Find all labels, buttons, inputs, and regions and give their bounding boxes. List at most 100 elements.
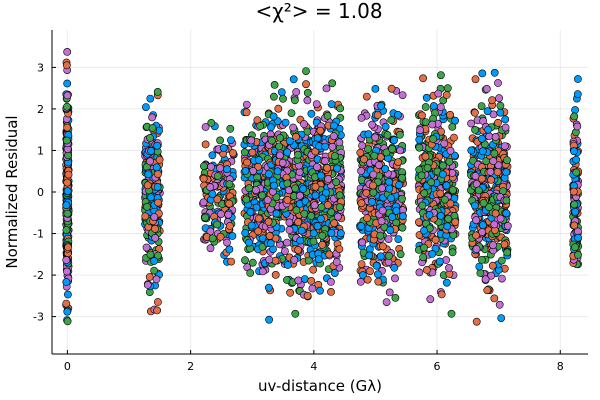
scatter-point	[143, 202, 151, 211]
scatter-point	[276, 133, 284, 142]
scatter-point	[307, 109, 316, 118]
y-tick-label: 0	[37, 186, 44, 199]
scatter-point	[570, 200, 579, 209]
scatter-point	[330, 152, 339, 160]
scatter-point	[208, 234, 217, 243]
scatter-point	[390, 263, 399, 272]
scatter-point	[371, 85, 380, 93]
scatter-point	[199, 162, 208, 171]
scatter-point	[385, 177, 393, 186]
scatter-point	[398, 194, 406, 203]
scatter-point	[229, 149, 237, 157]
scatter-point	[151, 233, 160, 242]
scatter-point	[146, 157, 154, 166]
scatter-point	[264, 283, 273, 292]
scatter-point	[291, 309, 300, 318]
scatter-point	[63, 187, 72, 196]
scatter-point	[199, 174, 208, 183]
scatter-point	[294, 218, 303, 226]
scatter-point	[63, 102, 71, 111]
scatter-point	[445, 157, 454, 166]
scatter-point	[419, 74, 427, 83]
scatter-point	[63, 178, 72, 187]
scatter-point	[144, 170, 153, 179]
scatter-point	[474, 186, 483, 195]
scatter-point	[420, 243, 428, 252]
scatter-point	[490, 294, 499, 303]
scatter-point	[251, 186, 260, 194]
scatter-point	[207, 162, 215, 171]
scatter-point	[336, 229, 345, 238]
scatter-point	[387, 194, 395, 202]
scatter-point	[289, 123, 297, 132]
scatter-point	[365, 251, 374, 260]
scatter-point	[451, 218, 460, 226]
scatter-point	[369, 188, 378, 197]
scatter-point	[141, 103, 150, 111]
scatter-point	[322, 188, 330, 197]
scatter-point	[501, 115, 510, 124]
scatter-point	[327, 100, 336, 108]
scatter-point	[436, 71, 445, 80]
scatter-point	[247, 136, 256, 145]
scatter-point	[423, 163, 432, 172]
scatter-point	[208, 151, 217, 160]
scatter-point	[279, 94, 287, 103]
scatter-point	[228, 232, 237, 240]
scatter-point	[290, 96, 299, 105]
scatter-point	[294, 245, 302, 254]
scatter-point	[388, 213, 397, 221]
scatter-point	[377, 102, 385, 110]
scatter-point	[216, 232, 225, 241]
scatter-point	[275, 151, 284, 160]
scatter-point	[141, 212, 150, 221]
scatter-point	[64, 243, 72, 252]
scatter-point	[219, 143, 228, 152]
scatter-point	[450, 133, 458, 142]
scatter-point	[152, 163, 161, 172]
scatter-point	[327, 287, 335, 296]
scatter-point	[147, 146, 155, 155]
scatter-point	[479, 199, 488, 207]
scatter-point	[63, 317, 72, 326]
scatter-point	[429, 102, 438, 110]
scatter-point	[483, 286, 492, 295]
scatter-point	[374, 161, 383, 169]
scatter-point	[263, 196, 272, 204]
data-points	[62, 48, 582, 326]
scatter-point	[150, 213, 159, 221]
scatter-point	[291, 184, 300, 193]
x-tick-label: 4	[310, 360, 317, 373]
scatter-point	[440, 195, 449, 204]
scatter-point	[312, 100, 321, 108]
scatter-point	[314, 255, 323, 264]
scatter-point	[201, 140, 210, 149]
scatter-point	[248, 258, 257, 267]
chart-title: <χ²> = 1.08	[255, 0, 382, 23]
scatter-point	[415, 135, 424, 144]
scatter-point	[225, 180, 234, 189]
scatter-point	[269, 92, 278, 101]
scatter-point	[376, 153, 385, 162]
scatter-point	[414, 218, 423, 227]
scatter-point	[143, 280, 152, 289]
scatter-point	[307, 211, 315, 220]
scatter-point	[418, 111, 426, 120]
scatter-point	[490, 68, 499, 77]
scatter-point	[421, 152, 430, 161]
scatter-point	[303, 96, 312, 105]
scatter-point	[427, 178, 436, 187]
scatter-point	[364, 130, 373, 139]
scatter-point	[415, 268, 424, 277]
scatter-point	[429, 135, 438, 143]
scatter-point	[206, 183, 215, 192]
scatter-point	[63, 48, 72, 56]
scatter-point	[63, 307, 72, 316]
scatter-point	[471, 172, 480, 180]
scatter-point	[366, 267, 374, 276]
scatter-point	[378, 242, 387, 251]
scatter-point	[267, 136, 276, 145]
scatter-point	[503, 156, 511, 165]
scatter-point	[476, 269, 485, 277]
scatter-point	[285, 226, 294, 234]
